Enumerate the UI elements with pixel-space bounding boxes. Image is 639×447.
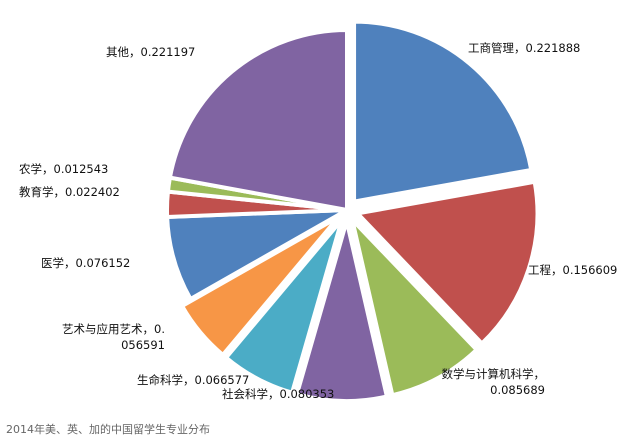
slice-label-8: 教育学，0.022402	[19, 185, 120, 199]
slice-label-3: 数学与计算机科学， 0.085689	[442, 367, 546, 397]
pie-slice-4	[294, 220, 390, 403]
pie-slice-10	[167, 27, 349, 213]
pie-slices	[165, 19, 540, 403]
pie-slice-5	[223, 218, 344, 396]
pie-labels: 工商管理，0.221888 工程，0.156609 数学与计算机科学， 0.08568…	[19, 41, 617, 401]
pie-slice-6	[179, 215, 341, 358]
chart-caption: 2014年美、英、加的中国留学生专业分布	[6, 423, 210, 436]
slice-label-4: 社会科学，0.080353	[222, 387, 334, 401]
slice-label-9: 农学，0.012543	[19, 162, 108, 176]
slice-label-2: 工程，0.156609	[528, 263, 617, 277]
slice-label-10: 其他，0.221197	[106, 45, 195, 59]
slice-label-5: 生命科学，0.066577	[137, 373, 249, 387]
slice-label-6: 艺术与应用艺术，0. 056591	[62, 322, 165, 352]
slice-label-1: 工商管理，0.221888	[468, 41, 580, 55]
slice-label-7: 医学，0.076152	[41, 256, 130, 270]
pie-slice-2	[353, 179, 540, 347]
pie-slice-1	[352, 19, 534, 204]
pie-slice-3	[348, 213, 480, 398]
